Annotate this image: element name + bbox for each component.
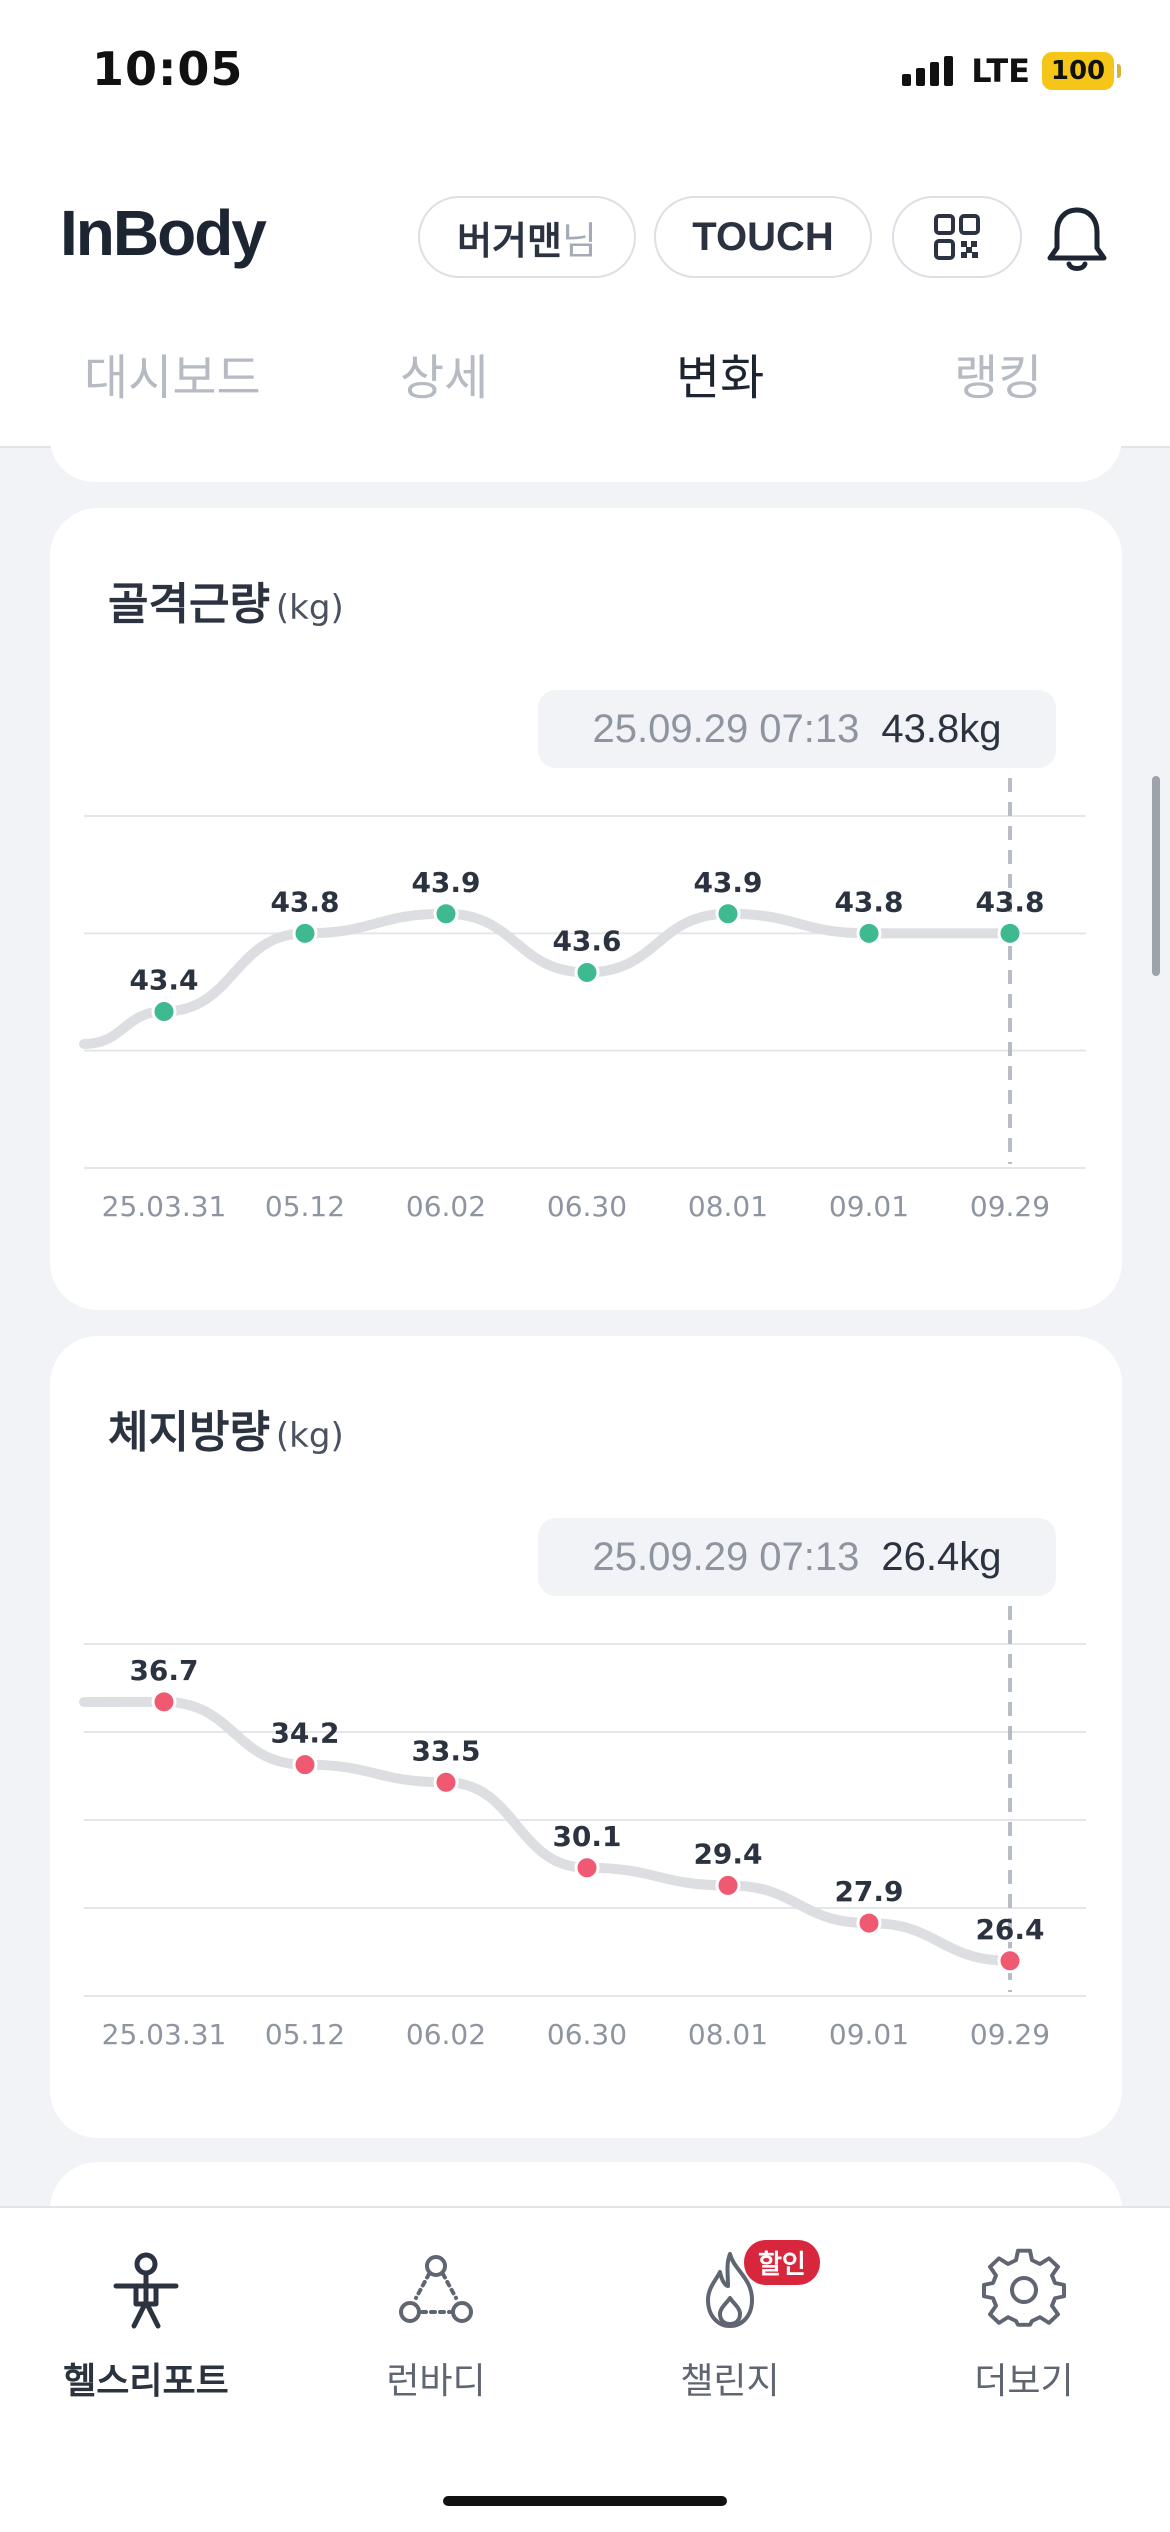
data-label: 34.2 (270, 1717, 339, 1750)
tooltip-date: 25.09.29 07:13 (592, 706, 860, 751)
nav-health-report[interactable]: 헬스리포트 (36, 2248, 256, 2404)
x-tick-label: 06.02 (406, 2018, 486, 2051)
data-label: 27.9 (834, 1875, 903, 1908)
runbody-icon (399, 2255, 473, 2323)
data-label: 33.5 (411, 1734, 480, 1767)
data-point (292, 920, 318, 946)
x-tick-label: 05.12 (265, 2018, 345, 2051)
selected-point-tooltip: 25.09.29 07:13 26.4kg (538, 1518, 1056, 1596)
health-report-icon (113, 2252, 179, 2329)
data-point (715, 1872, 741, 1898)
data-point (433, 1769, 459, 1795)
x-tick-label: 09.01 (829, 1190, 909, 1223)
data-point (715, 901, 741, 927)
data-label: 36.7 (129, 1654, 198, 1687)
signal-icon (902, 56, 954, 86)
nav-label: 더보기 (974, 2361, 1074, 2402)
data-label: 43.9 (693, 866, 762, 899)
x-tick-label: 25.03.31 (102, 1190, 227, 1223)
data-point (151, 1689, 177, 1715)
tooltip-date: 25.09.29 07:13 (592, 1534, 860, 1579)
series-line (79, 908, 1015, 1049)
card-title: 골격근량 (kg) (108, 568, 344, 632)
data-point (856, 1910, 882, 1936)
user-suffix: 님 (561, 218, 597, 263)
data-point (292, 1752, 318, 1778)
skeletal-muscle-chart: 43.4 43.8 43.9 43.6 43.9 43.8 43.8 25.03.31 05.1… (79, 778, 1086, 1223)
inbody-logo: InBody (60, 197, 267, 269)
card-title-text: 체지방량 (108, 1407, 270, 1458)
nav-runbody[interactable]: 런바디 (326, 2248, 546, 2404)
home-indicator (443, 2496, 727, 2506)
data-point (997, 920, 1023, 946)
touch-button[interactable]: TOUCH (654, 196, 872, 278)
challenge-flame-icon (706, 2252, 754, 2328)
user-name: 버거맨 (457, 218, 562, 263)
data-point (856, 920, 882, 946)
x-tick-label: 09.01 (829, 2018, 909, 2051)
selected-point-tooltip: 25.09.29 07:13 43.8kg (538, 690, 1056, 768)
data-label: 43.9 (411, 866, 480, 899)
data-label: 43.8 (834, 885, 903, 918)
tab-change[interactable]: 변화 (676, 350, 765, 406)
x-tick-label: 09.29 (970, 2018, 1050, 2051)
network-label: LTE (971, 52, 1030, 90)
status-indicators: LTE 100 (902, 52, 1121, 90)
x-tick-label: 06.30 (547, 2018, 627, 2051)
qr-code-icon (934, 214, 980, 260)
settings-gear-icon (982, 2248, 1066, 2327)
body-fat-chart: 36.7 34.2 33.5 30.1 29.4 27.9 26.4 25.03.31 05.1… (79, 1606, 1086, 2051)
card-title: 체지방량 (kg) (108, 1396, 344, 1460)
x-tick-label: 09.29 (970, 1190, 1050, 1223)
data-point (151, 999, 177, 1025)
data-label: 26.4 (975, 1913, 1044, 1946)
x-tick-label: 25.03.31 (102, 2018, 227, 2051)
data-label: 43.8 (975, 885, 1044, 918)
nav-label: 런바디 (386, 2361, 486, 2402)
card-title-text: 골격근량 (108, 579, 270, 630)
data-point (574, 959, 600, 985)
data-label: 30.1 (552, 1820, 621, 1853)
data-point (433, 901, 459, 927)
previous-card (50, 420, 1122, 482)
tooltip-value: 43.8kg (881, 706, 1002, 751)
x-tick-label: 05.12 (265, 1190, 345, 1223)
data-label: 43.6 (552, 924, 621, 957)
x-tick-label: 06.30 (547, 1190, 627, 1223)
nav-label: 챌린지 (680, 2361, 780, 2402)
card-unit: (kg) (275, 1416, 344, 1456)
data-label: 29.4 (693, 1837, 762, 1870)
scrollbar[interactable] (1152, 776, 1160, 976)
qr-button[interactable] (892, 196, 1022, 278)
data-point (997, 1948, 1023, 1974)
data-label: 43.4 (129, 964, 198, 997)
bell-icon[interactable] (1044, 204, 1110, 274)
tab-ranking[interactable]: 랭킹 (954, 350, 1043, 406)
status-bar: 10:05 LTE 100 (0, 0, 1170, 150)
user-name-button[interactable]: 버거맨 님 (418, 196, 636, 278)
x-tick-label: 08.01 (688, 1190, 768, 1223)
x-tick-label: 06.02 (406, 1190, 486, 1223)
data-label: 43.8 (270, 885, 339, 918)
card-unit: (kg) (275, 588, 344, 628)
bottom-navigation: 헬스리포트 런바디 챌린지 할인 더보기 (0, 2206, 1170, 2532)
x-tick-label: 08.01 (688, 2018, 768, 2051)
nav-more[interactable]: 더보기 (914, 2248, 1134, 2404)
tab-detail[interactable]: 상세 (400, 350, 489, 406)
series-line (79, 1696, 1015, 1966)
status-time: 10:05 (92, 42, 244, 96)
nav-label: 헬스리포트 (63, 2361, 229, 2402)
nav-challenge[interactable]: 챌린지 할인 (620, 2240, 840, 2404)
skeletal-muscle-card: 43.4 43.8 43.9 43.6 43.9 43.8 43.8 25.03.31 05.1… (50, 508, 1122, 1310)
body-fat-card: 36.7 34.2 33.5 30.1 29.4 27.9 26.4 25.03.31 05.1… (50, 1336, 1122, 2138)
data-point (574, 1855, 600, 1881)
discount-badge: 할인 (744, 2240, 820, 2285)
tooltip-value: 26.4kg (881, 1534, 1002, 1579)
battery-icon: 100 (1042, 52, 1121, 90)
tab-dashboard[interactable]: 대시보드 (84, 350, 261, 406)
app-header: InBody 버거맨 님 TOUCH (0, 150, 1170, 298)
